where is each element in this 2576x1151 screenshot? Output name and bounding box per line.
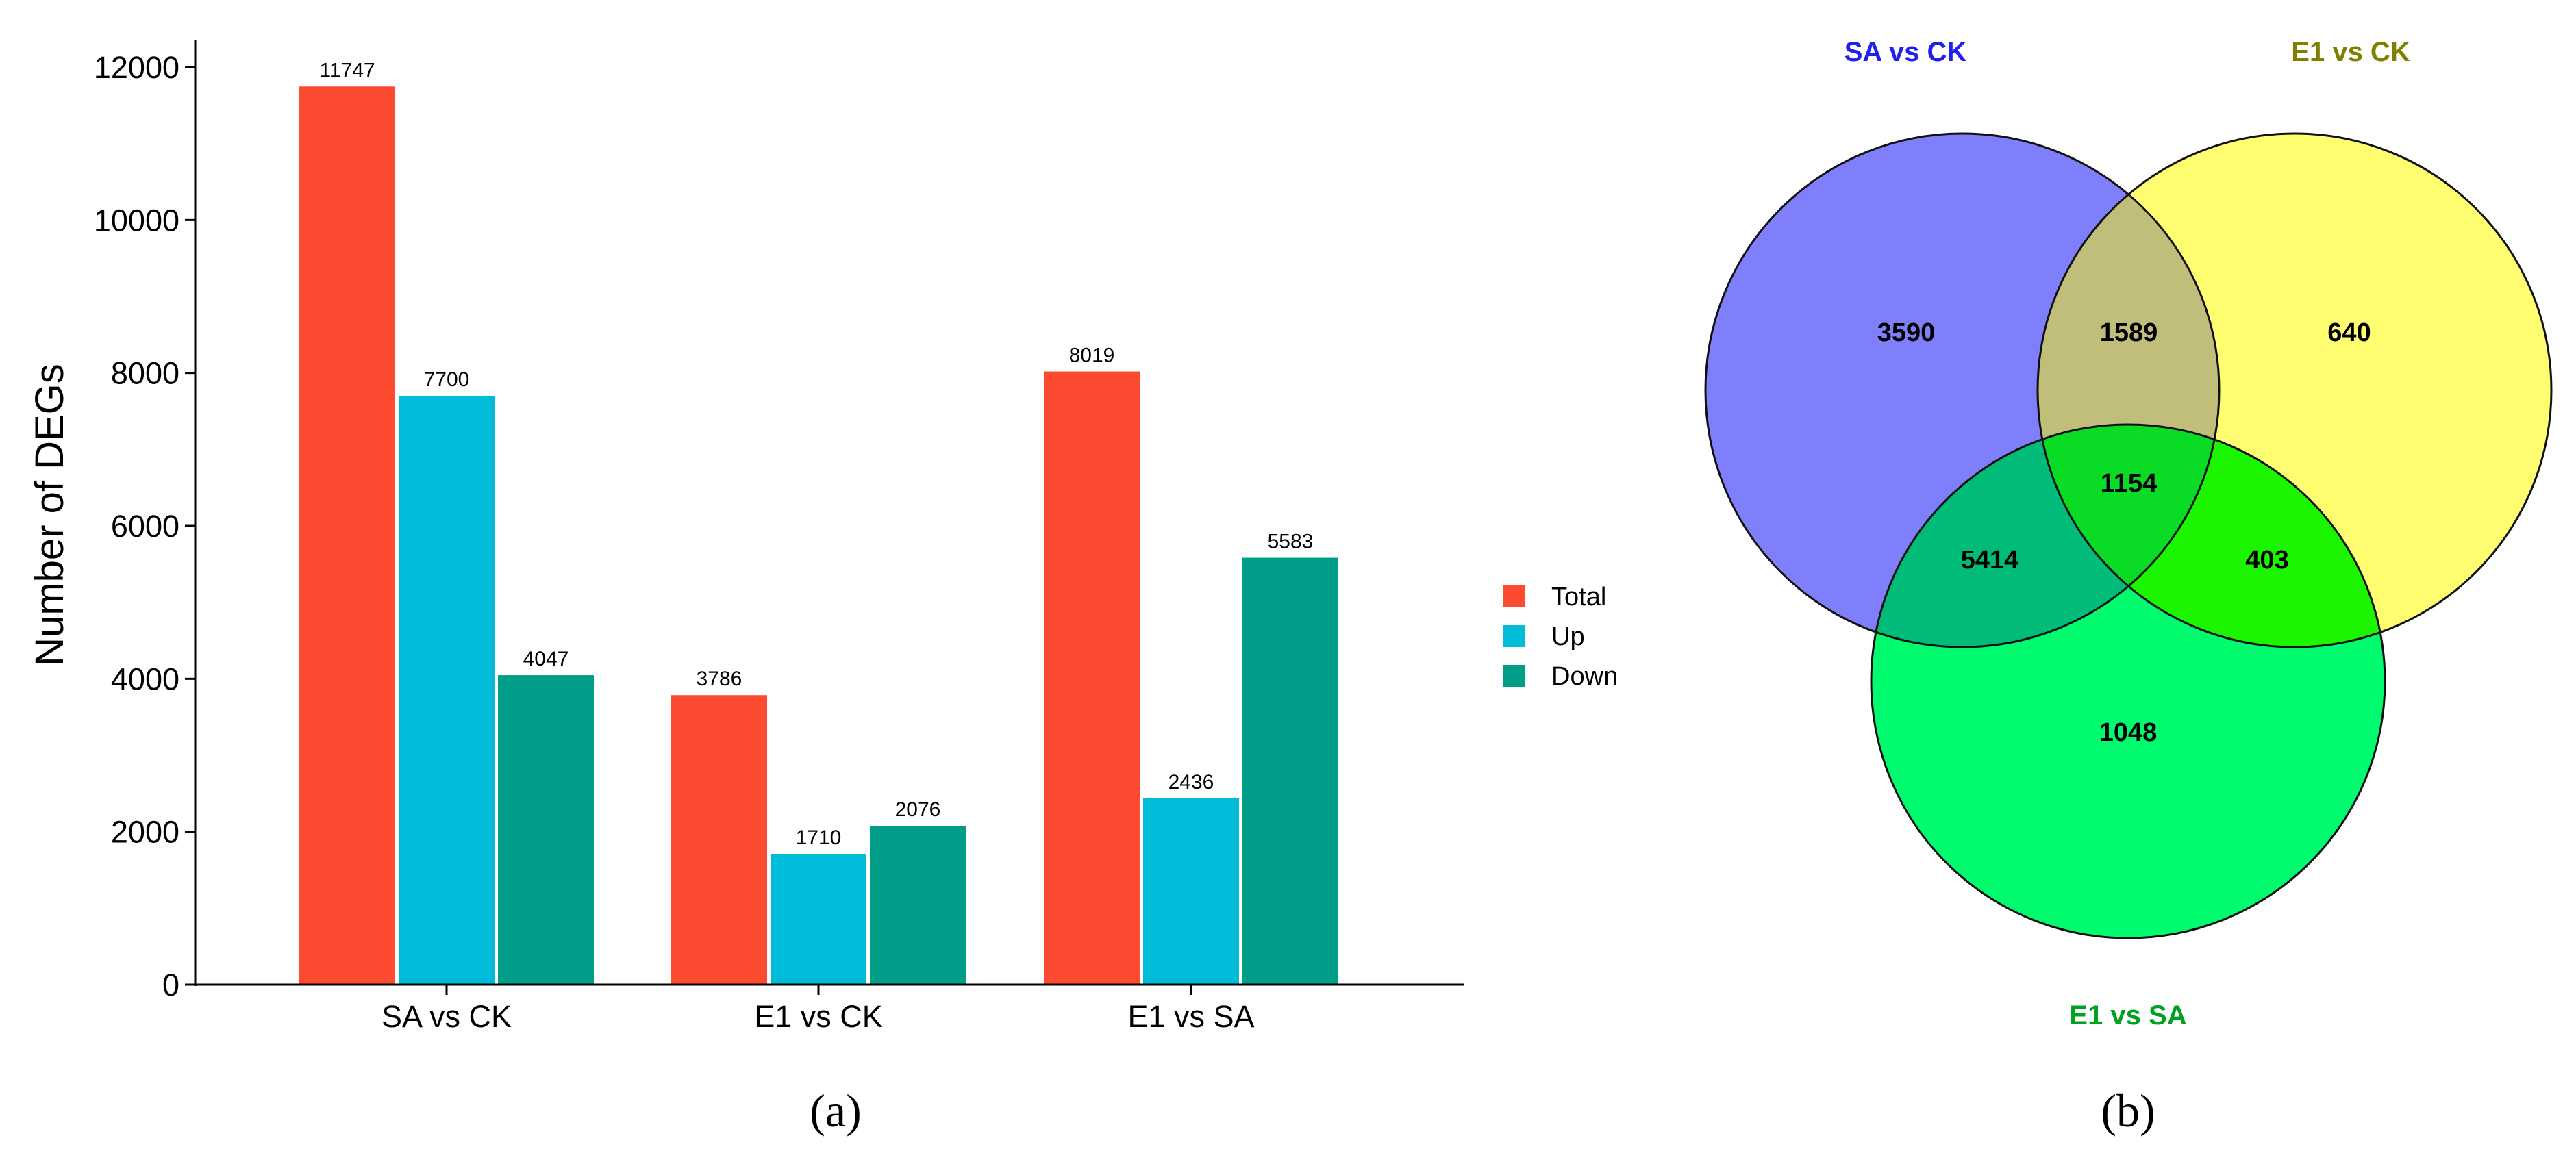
y-ticks-layer: 0 2000 4000 6000 8000 10000 12000	[94, 50, 195, 1002]
y-tick-label: 12000	[94, 50, 179, 85]
bar-chart-panel: 11747 3786 8019 7700 1710 2436 4047 2076 5583 0 2…	[27, 40, 1618, 1137]
venn-count-sa-e1sa: 5414	[1961, 546, 2019, 574]
y-tick-label: 10000	[94, 203, 179, 238]
bar-total-1	[299, 86, 395, 985]
x-tick-label: SA vs CK	[382, 999, 512, 1034]
bar-total-2	[671, 695, 767, 985]
data-label-down-3: 5583	[1268, 531, 1314, 553]
venn-count-sa-e1ck: 1589	[2100, 318, 2158, 347]
data-label-total-2: 3786	[697, 668, 742, 690]
venn-count-all-three: 1154	[2101, 469, 2157, 498]
bar-up-2	[771, 854, 866, 985]
venn-overlap-e1ck-e1sa	[2038, 425, 2385, 647]
bar-up-1	[399, 396, 495, 985]
venn-overlap-sa-e1sa	[1871, 425, 2219, 647]
data-label-total-1: 11747	[319, 59, 375, 81]
bar-total-3	[1044, 371, 1140, 985]
bars-layer	[299, 86, 1338, 985]
legend: Total Up Down	[1503, 583, 1618, 691]
panel-label-a: (a)	[810, 1085, 861, 1137]
bar-down-2	[870, 826, 966, 985]
venn-title-e1-vs-ck: E1 vs CK	[2291, 37, 2410, 67]
data-label-down-1: 4047	[523, 648, 569, 670]
venn-diagram-panel: SA vs CK E1 vs CK E1 vs SA 3590 1589 640…	[1704, 37, 2553, 1137]
bar-down-3	[1242, 557, 1338, 985]
data-label-down-2: 2076	[895, 798, 941, 821]
data-label-total-3: 8019	[1069, 344, 1115, 367]
venn-count-sa-only: 3590	[1877, 318, 1936, 347]
y-tick-label: 8000	[111, 356, 179, 391]
y-tick-label: 2000	[111, 815, 179, 850]
data-label-up-2: 1710	[796, 826, 842, 849]
legend-label-total: Total	[1551, 583, 1606, 611]
venn-count-e1sa-only: 1048	[2099, 718, 2158, 747]
venn-count-e1ck-only: 640	[2327, 318, 2371, 347]
y-tick-label: 4000	[111, 661, 179, 696]
x-tick-label: E1 vs SA	[1127, 999, 1254, 1034]
venn-title-e1-vs-sa: E1 vs SA	[2069, 1000, 2186, 1030]
bar-up-3	[1143, 798, 1239, 985]
data-labels-layer: 11747 3786 8019 7700 1710 2436 4047 2076 5583	[319, 59, 1313, 849]
data-label-up-3: 2436	[1168, 771, 1214, 794]
legend-swatch-total	[1503, 585, 1525, 607]
legend-label-down: Down	[1551, 662, 1618, 691]
bar-down-1	[498, 675, 594, 985]
venn-title-sa-vs-ck: SA vs CK	[1845, 37, 1967, 67]
y-tick-label: 0	[162, 967, 179, 1002]
data-label-up-1: 7700	[424, 368, 470, 391]
venn-outlines	[1704, 132, 2553, 939]
legend-swatch-up	[1503, 625, 1525, 647]
legend-label-up: Up	[1551, 622, 1585, 651]
y-axis-title: Number of DEGs	[27, 364, 72, 666]
legend-swatch-down	[1503, 665, 1525, 687]
panel-label-b: (b)	[2101, 1085, 2155, 1137]
x-ticks-layer: SA vs CK E1 vs CK E1 vs SA	[382, 985, 1255, 1034]
x-tick-label: E1 vs CK	[754, 999, 883, 1034]
y-tick-label: 6000	[111, 509, 179, 544]
venn-count-e1ck-e1sa: 403	[2245, 546, 2288, 574]
